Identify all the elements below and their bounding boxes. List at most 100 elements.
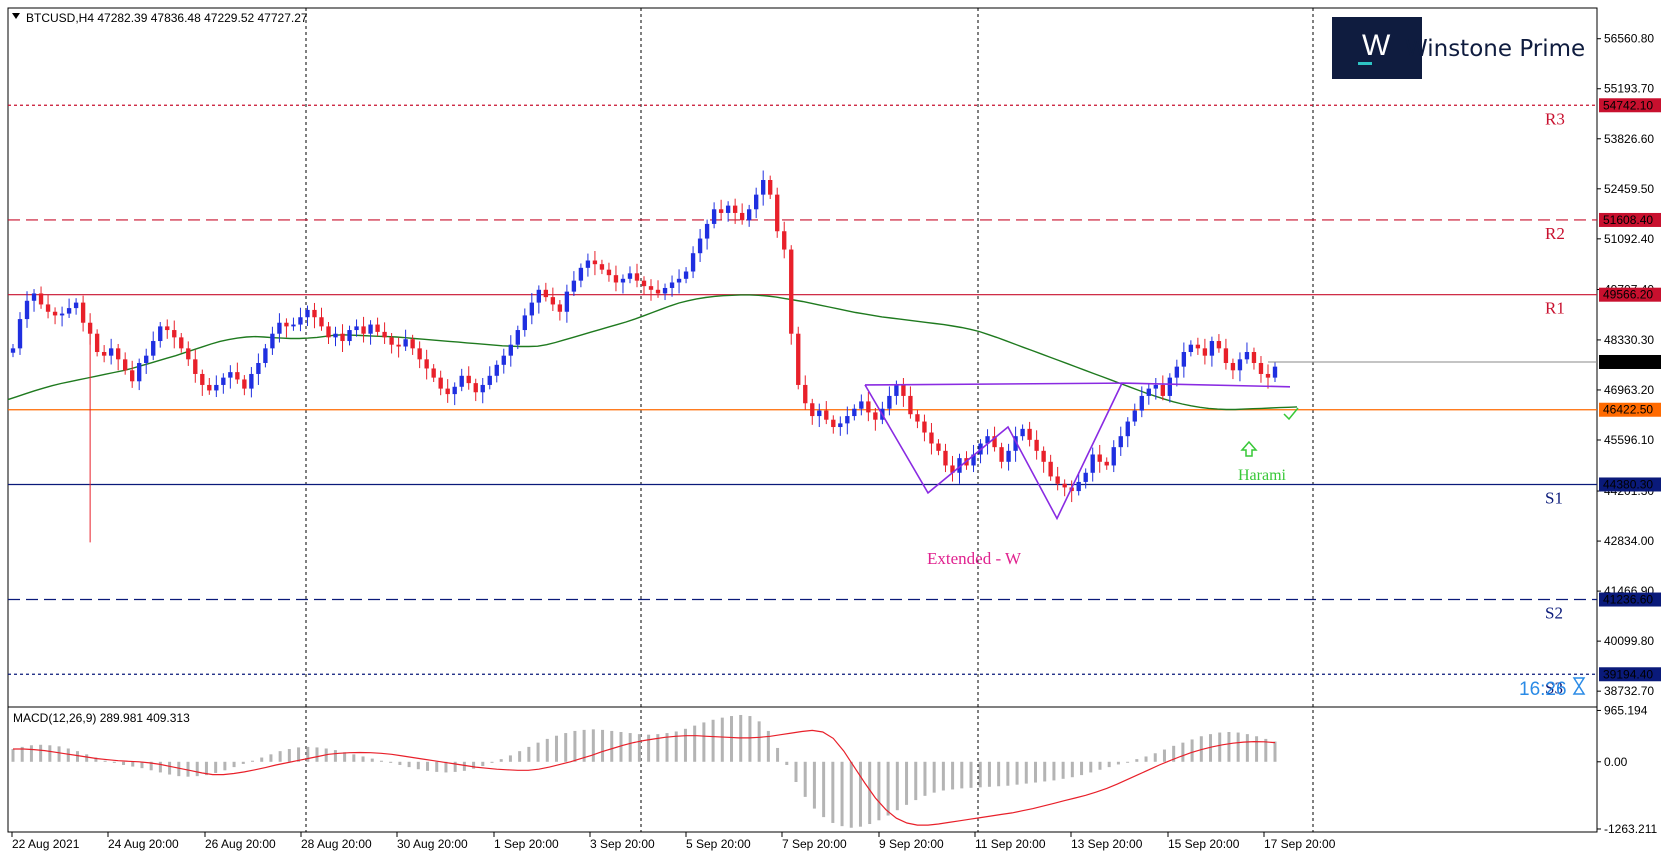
macd-histogram-bar [278,751,282,762]
candle [578,267,584,281]
macd-histogram-bar [849,761,853,828]
candle [606,269,612,276]
candle [228,372,233,378]
level-value-tag [1599,667,1661,682]
level-value-text: 51608.40 [1603,213,1653,227]
time-tick-label: 30 Aug 20:00 [397,837,468,851]
candle [887,395,892,409]
macd-histogram-bar [785,761,789,765]
macd-histogram-bar [573,730,577,762]
macd-histogram-bar [204,761,208,776]
candle [123,359,128,371]
macd-histogram-bar [1043,761,1047,782]
candle [1020,428,1025,437]
candle [1223,348,1229,363]
candle [564,291,570,312]
candle [669,282,675,288]
candle [746,209,752,221]
time-tick-label: 13 Sep 20:00 [1071,837,1143,851]
candle [410,339,415,349]
candle [249,373,254,389]
candle [1111,447,1116,466]
macd-histogram-bar [776,747,780,762]
macd-histogram-bar [674,731,678,762]
w-pattern [864,382,1291,521]
candle [831,419,836,428]
macd-histogram-bar [1162,749,1166,762]
candle [354,326,359,331]
macd-histogram-bar [619,732,623,762]
macd-histogram-bar [333,750,337,762]
macd-histogram-bar [1070,761,1074,778]
candle [782,231,787,250]
candle [284,322,289,327]
candle [936,443,941,451]
macd-histogram-bar [1255,736,1259,762]
macd-histogram-bar [352,754,356,762]
candle [480,384,485,393]
level-label-r2: R2 [1545,224,1565,243]
candle [894,384,899,396]
candle [473,383,478,393]
candle [137,362,142,382]
candle [312,309,317,318]
macd-histogram-bar [1033,761,1037,783]
candle [775,194,780,232]
checkmark-icon [1283,407,1299,421]
candle [115,348,121,360]
macd-histogram-bar [794,761,798,782]
candle [1244,352,1250,360]
candle [908,395,913,415]
candle [922,421,927,433]
pivot-levels: R3 R2 R1 S1 S2 S3 [8,104,1597,697]
macd-histogram-bar [426,761,430,771]
dropdown-triangle-icon[interactable] [12,13,20,19]
macd-panel-frame [7,706,1598,833]
neckline [864,382,1123,386]
time-tick-label: 9 Sep 20:00 [879,837,944,851]
time-tick-label: 11 Sep 20:00 [975,837,1046,851]
macd-histogram-bar [610,730,614,762]
macd-histogram-bar [730,716,734,762]
candle [732,205,738,213]
macd-histogram-bar [987,761,991,787]
price-tick-label: 56560.80 [1604,32,1654,46]
candles [10,170,1278,543]
candle [1237,359,1243,371]
time-tick-label: 22 Aug 2021 [12,837,80,851]
macd-histogram-bar [140,761,144,769]
candle [1160,384,1165,396]
price-axis: 56560.80 55193.70 53826.60 52459.50 51092.40… [1268,32,1661,698]
level-value-text: 49566.20 [1603,288,1653,302]
candle [172,330,177,338]
macd-histogram-bar [1080,761,1084,776]
macd-histogram-bar [94,757,98,762]
candle [683,271,689,279]
level-value-text: 39194.40 [1603,667,1653,681]
candle [543,289,549,298]
candle [1258,362,1264,374]
macd-histogram-bar [223,761,227,771]
candle [340,333,345,342]
macd-histogram-bar [398,761,402,765]
candle [768,180,773,195]
price-tick-label: 42834.00 [1604,534,1654,548]
macd-histogram-bar [628,733,632,762]
candle [1146,388,1151,396]
candle [655,289,661,294]
macd-histogram-bar [748,716,752,762]
candle [1132,410,1137,422]
candle [396,344,401,347]
candle [1202,348,1208,356]
candle [256,362,261,374]
macd-histogram-bar [1024,761,1028,784]
main-panel-frame [7,7,1598,708]
macd-histogram-bar [177,761,181,777]
candle [817,410,822,417]
macd-histogram-bar [711,719,715,762]
candle [789,249,794,334]
candle [641,280,647,287]
macd-histogram-bar [444,761,448,773]
candle [992,436,997,448]
brand-name: Winstone Prime [1405,36,1585,62]
